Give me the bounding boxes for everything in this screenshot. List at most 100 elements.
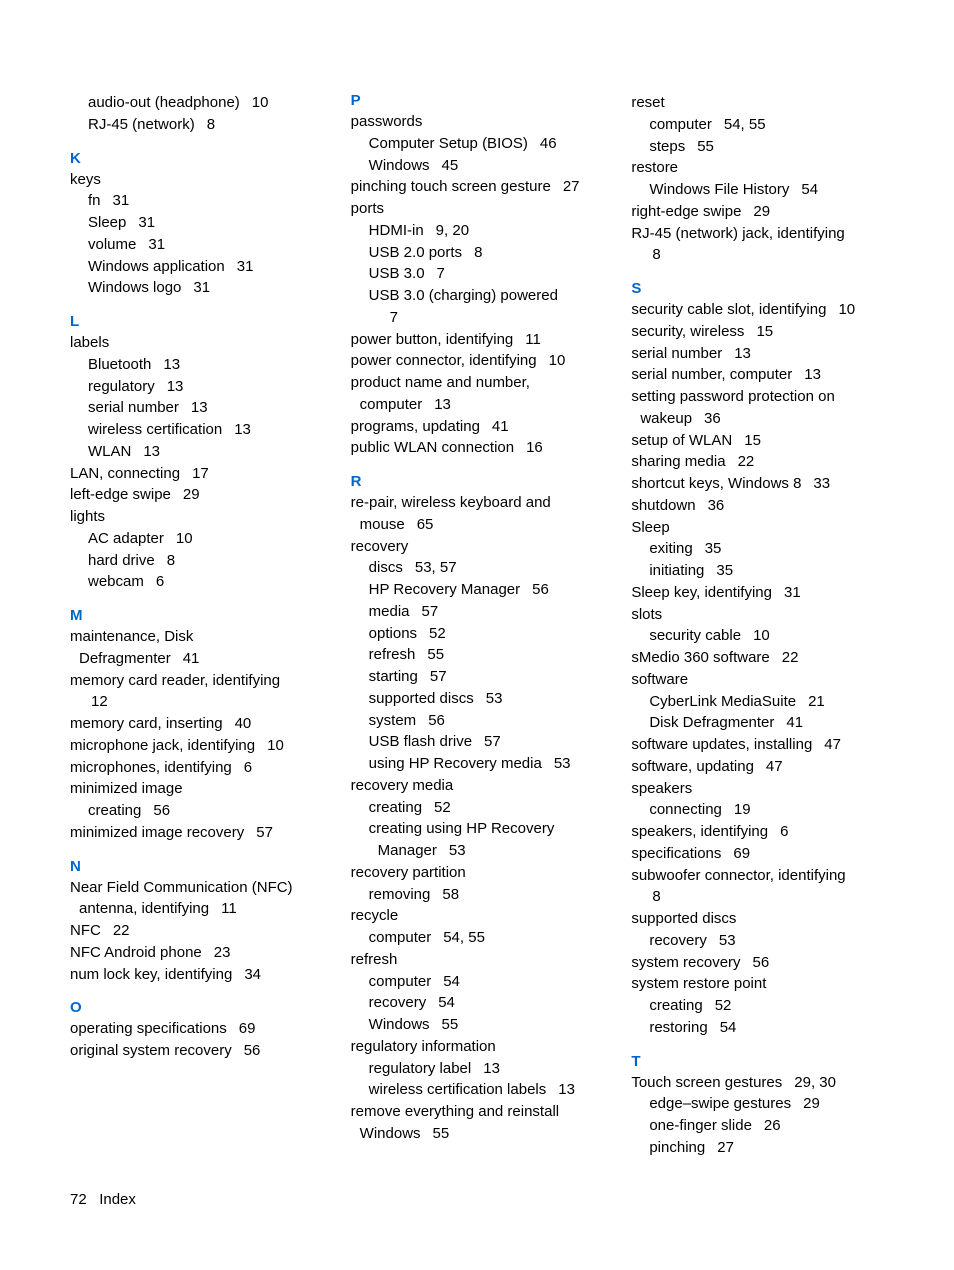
index-entry: 8 [631,244,884,266]
index-entry-text: RJ-45 (network) jack, identifying [631,225,844,242]
index-entry-text: microphones, identifying [70,759,232,776]
index-entry-pages: 16 [526,439,543,456]
index-entry: recovery54 [351,992,604,1014]
index-entry: original system recovery56 [70,1040,323,1062]
index-entry-pages: 13 [163,356,180,373]
index-entry-text: subwoofer connector, identifying [631,867,845,884]
index-entry: regulatory information [351,1036,604,1058]
index-entry: memory card, inserting40 [70,713,323,735]
index-entry-pages: 15 [756,323,773,340]
index-entry: AC adapter10 [70,528,323,550]
index-entry-text: Sleep [631,519,669,536]
index-entry: USB 2.0 ports8 [351,242,604,264]
index-entry-text: microphone jack, identifying [70,737,255,754]
index-entry-text: Windows application [88,258,225,275]
index-entry: recovery partition [351,862,604,884]
index-entry-text: specifications [631,845,721,862]
index-entry-pages: 41 [183,650,200,667]
index-entry-text: connecting [649,801,722,818]
index-entry-pages: 40 [235,715,252,732]
index-entry: one-finger slide26 [631,1115,884,1137]
index-entry-pages: 8 [167,552,175,569]
index-entry-text: Bluetooth [88,356,151,373]
index-entry: wireless certification13 [70,419,323,441]
index-entry: Windows45 [351,155,604,177]
index-entry: serial number, computer13 [631,364,884,386]
index-entry-text: software updates, installing [631,736,812,753]
index-entry-pages: 9, 20 [436,222,469,239]
index-entry-pages: 41 [786,714,803,731]
index-entry: USB 3.07 [351,263,604,285]
index-entry-text: computer [369,929,432,946]
index-entry-pages: 69 [733,845,750,862]
index-entry: subwoofer connector, identifying [631,865,884,887]
index-entry: Near Field Communication (NFC) [70,877,323,899]
index-entry-text: regulatory information [351,1038,496,1055]
index-entry-text: LAN, connecting [70,465,180,482]
index-entry: slots [631,604,884,626]
index-entry-pages: 29 [803,1095,820,1112]
index-entry: regulatory label13 [351,1058,604,1080]
index-entry-pages: 54 [443,973,460,990]
index-entry-text: computer [649,116,712,133]
index-entry: media57 [351,601,604,623]
index-entry: Computer Setup (BIOS)46 [351,133,604,155]
index-section-letter: O [70,999,323,1016]
index-section-letter: S [631,280,884,297]
index-entry-text: regulatory [88,378,155,395]
index-entry: volume31 [70,234,323,256]
index-entry: shortcut keys, Windows 833 [631,473,884,495]
index-entry-text: memory card reader, identifying [70,672,280,689]
index-entry-text: computer [369,973,432,990]
index-entry-text: RJ-45 (network) [88,116,195,133]
index-entry-text: HDMI-in [369,222,424,239]
index-entry-pages: 8 [652,888,660,905]
index-entry: software, updating47 [631,756,884,778]
index-entry-pages: 29, 30 [794,1074,836,1091]
index-entry-pages: 31 [138,214,155,231]
index-entry-text: labels [70,334,109,351]
index-entry-pages: 10 [267,737,284,754]
index-entry: num lock key, identifying34 [70,964,323,986]
index-entry-text: passwords [351,113,423,130]
index-entry-text: NFC Android phone [70,944,202,961]
index-entry: power button, identifying11 [351,329,604,351]
index-entry: creating52 [351,797,604,819]
index-entry: passwords [351,111,604,133]
index-entry-pages: 22 [782,649,799,666]
index-entry-text: options [369,625,417,642]
index-entry: programs, updating41 [351,416,604,438]
index-section-letter: M [70,607,323,624]
index-section-letter: N [70,858,323,875]
index-entry-pages: 31 [237,258,254,275]
index-entry-pages: 10 [176,530,193,547]
index-entry-pages: 54 [438,994,455,1011]
index-entry-text: restore [631,159,678,176]
index-entry: Disk Defragmenter 41 [631,712,884,734]
index-entry: lights [70,506,323,528]
index-entry: CyberLink MediaSuite21 [631,691,884,713]
index-entry-pages: 69 [239,1020,256,1037]
index-entry-text: recovery [351,538,409,555]
index-entry-text: setting password protection on [631,388,834,405]
index-entry-text: hard drive [88,552,155,569]
index-entry-text: Disk Defragmenter [649,714,774,731]
index-entry-text: keys [70,171,101,188]
index-entry: recycle [351,905,604,927]
index-entry: mouse65 [351,514,604,536]
index-entry: computer54, 55 [631,114,884,136]
index-entry: system recovery56 [631,952,884,974]
index-entry-text: USB 3.0 [369,265,425,282]
index-entry-text: reset [631,94,664,111]
index-entry: 12 [70,691,323,713]
index-entry-text: creating [369,799,422,816]
column-1: audio-out (headphone)10RJ-45 (network)8K… [70,92,323,1159]
index-columns: audio-out (headphone)10RJ-45 (network)8K… [70,92,884,1159]
index-entry-text: USB 2.0 ports [369,244,462,261]
index-entry: exiting35 [631,538,884,560]
index-entry-pages: 13 [143,443,160,460]
index-entry: minimized image [70,778,323,800]
index-entry-text: left-edge swipe [70,486,171,503]
column-2: PpasswordsComputer Setup (BIOS)46Windows… [351,92,604,1159]
index-entry-text: one-finger slide [649,1117,752,1134]
